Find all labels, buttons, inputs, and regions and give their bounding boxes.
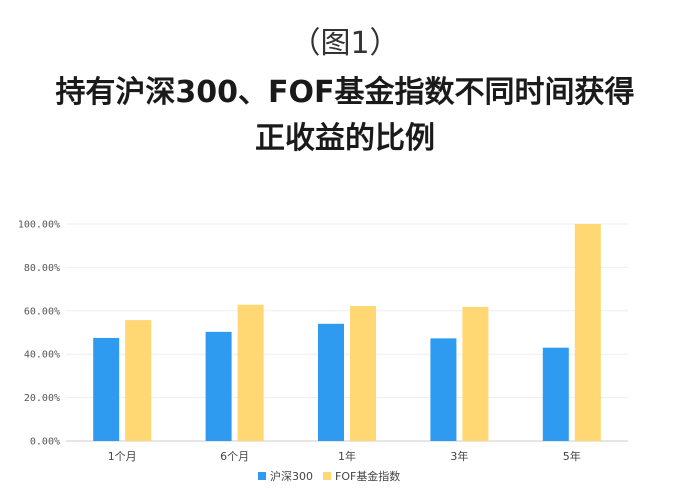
y-tick-label: 60.00% bbox=[24, 306, 60, 317]
bar bbox=[574, 224, 601, 441]
y-tick-label: 20.00% bbox=[24, 393, 60, 404]
legend-label: 沪深300 bbox=[270, 469, 313, 483]
chart-title-line1: 持有沪深300、FOF基金指数不同时间获得 bbox=[55, 75, 635, 110]
bar bbox=[430, 338, 457, 441]
bar bbox=[462, 306, 489, 441]
chart-title-line2: 正收益的比例 bbox=[255, 121, 435, 156]
y-tick-label: 80.00% bbox=[24, 263, 60, 274]
bar bbox=[125, 320, 152, 441]
bar bbox=[350, 306, 376, 441]
bar bbox=[318, 323, 344, 441]
y-tick-label: 100.00% bbox=[18, 220, 60, 231]
figure-label: （图1） bbox=[290, 26, 400, 61]
bar bbox=[237, 304, 264, 441]
gridlines bbox=[66, 223, 628, 442]
legend-swatch bbox=[258, 472, 266, 480]
x-category-label: 1年 bbox=[338, 449, 356, 463]
x-category-label: 6个月 bbox=[220, 450, 249, 463]
y-tick-label: 40.00% bbox=[24, 350, 60, 361]
bar bbox=[205, 331, 232, 441]
x-category-label: 5年 bbox=[563, 449, 581, 463]
x-axis-categories: 1个月 6个月 1年 3年 5年 bbox=[108, 449, 581, 463]
legend-label: FOF基金指数 bbox=[335, 469, 400, 483]
x-category-label: 3年 bbox=[450, 449, 468, 463]
x-category-label: 1个月 bbox=[108, 450, 137, 463]
legend: 沪深300 FOF基金指数 bbox=[258, 469, 400, 483]
bars bbox=[93, 224, 601, 441]
y-tick-label: 0.00% bbox=[30, 437, 60, 448]
bar bbox=[542, 347, 569, 441]
chart-title: 持有沪深300、FOF基金指数不同时间获得 正收益的比例 bbox=[0, 70, 690, 162]
bar bbox=[93, 337, 120, 441]
y-axis-ticks: 0.00% 20.00% 40.00% 60.00% 80.00% 100.00% bbox=[18, 220, 60, 448]
legend-swatch bbox=[323, 472, 331, 480]
